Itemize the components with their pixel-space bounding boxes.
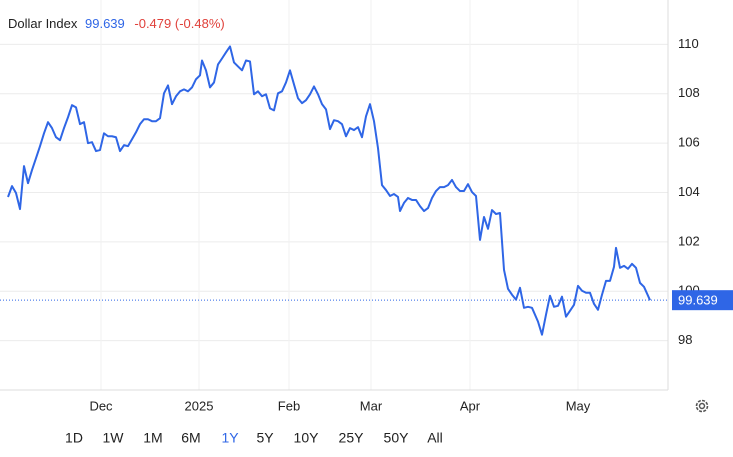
price-change: -0.479 (-0.48%) xyxy=(134,16,224,31)
x-tick-label: Feb xyxy=(278,398,300,413)
x-tick-label: May xyxy=(566,398,591,413)
y-tick-label: 106 xyxy=(678,135,700,150)
y-tick-label: 102 xyxy=(678,233,700,248)
y-tick-label: 110 xyxy=(678,36,699,51)
last-price-tag xyxy=(672,290,733,311)
last-price: 99.639 xyxy=(85,16,125,31)
last-price-tag-label: 99.639 xyxy=(678,293,718,308)
range-button[interactable]: 5Y xyxy=(256,430,274,446)
chart-title: Dollar Index xyxy=(8,16,78,31)
range-button[interactable]: 1Y xyxy=(221,430,239,446)
x-tick-label: Dec xyxy=(89,398,113,413)
y-tick-label: 104 xyxy=(678,184,700,199)
range-button[interactable]: 50Y xyxy=(384,430,410,446)
range-button[interactable]: 10Y xyxy=(294,430,320,446)
price-line xyxy=(7,45,651,336)
grid xyxy=(0,0,668,390)
range-button[interactable]: 1D xyxy=(65,430,83,446)
range-button[interactable]: 1W xyxy=(103,430,125,446)
x-tick-label: Mar xyxy=(360,398,383,413)
range-button[interactable]: 1M xyxy=(143,430,162,446)
y-tick-label: 98 xyxy=(678,332,692,347)
settings-icon[interactable] xyxy=(695,399,709,413)
x-tick-label: 2025 xyxy=(185,398,214,413)
x-tick-label: Apr xyxy=(460,398,481,413)
chart-header: Dollar Index 99.639 -0.479 (-0.48%) xyxy=(8,16,225,31)
range-button[interactable]: 6M xyxy=(181,430,200,446)
range-button[interactable]: All xyxy=(427,430,443,446)
y-tick-label: 108 xyxy=(678,85,700,100)
range-button[interactable]: 25Y xyxy=(339,430,365,446)
